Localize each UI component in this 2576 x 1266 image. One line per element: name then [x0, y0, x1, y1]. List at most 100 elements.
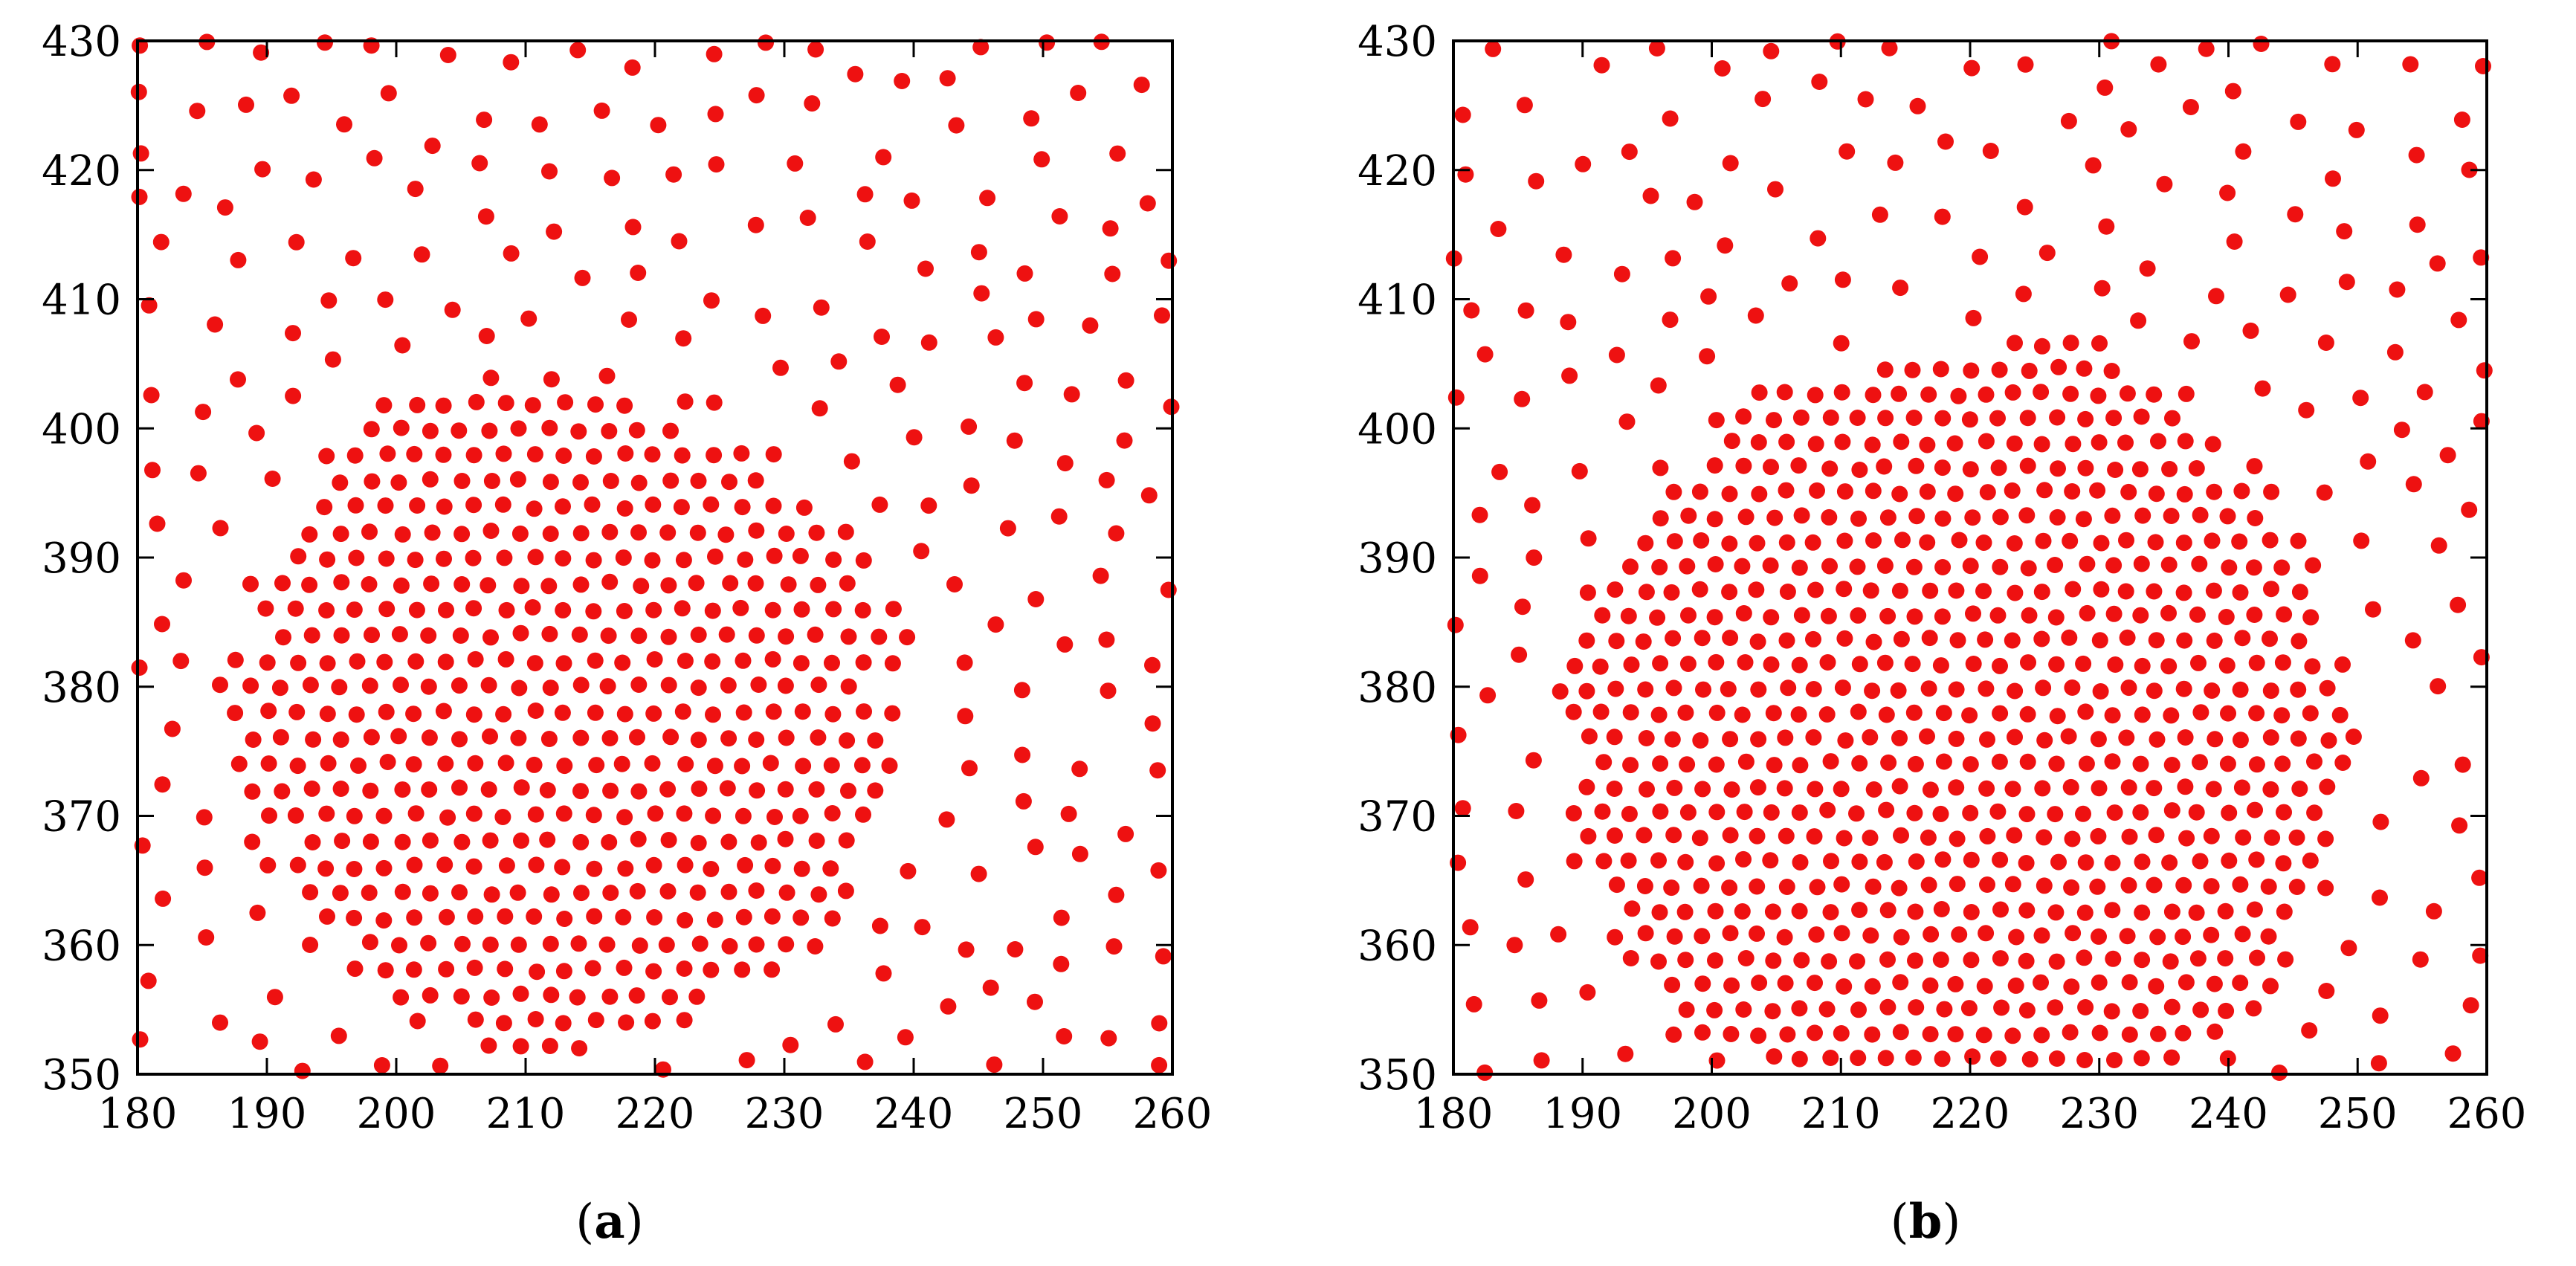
data-point	[660, 832, 677, 848]
data-point	[1851, 462, 1868, 478]
data-point	[813, 299, 830, 316]
data-point	[1934, 510, 1952, 527]
data-point	[2262, 532, 2279, 549]
data-point	[2175, 680, 2192, 697]
data-point	[2188, 804, 2205, 821]
data-point	[1763, 804, 1780, 821]
data-point	[764, 908, 781, 925]
data-point	[970, 865, 987, 882]
data-point	[2221, 804, 2238, 821]
data-point	[2048, 755, 2065, 772]
data-point	[331, 679, 348, 696]
data-point	[2121, 1026, 2138, 1043]
data-point	[1109, 145, 1126, 162]
data-point	[1447, 389, 1465, 406]
data-point	[1946, 435, 1963, 452]
data-point	[1934, 608, 1951, 625]
data-point	[1516, 97, 1533, 114]
data-point	[569, 989, 586, 1006]
data-point	[1140, 487, 1158, 504]
data-point	[1476, 1064, 1494, 1081]
data-point	[1819, 801, 1836, 818]
y-tick-label: 430	[42, 18, 121, 66]
data-point	[1014, 746, 1031, 763]
data-point	[1699, 348, 1716, 365]
data-point	[2277, 951, 2294, 968]
data-point	[1989, 607, 2007, 624]
data-point	[674, 447, 691, 464]
data-point	[1833, 335, 1850, 352]
data-point	[436, 856, 453, 873]
data-point	[793, 860, 810, 877]
data-point	[2275, 855, 2292, 872]
data-point	[1514, 598, 1531, 616]
data-point	[1560, 314, 1577, 331]
data-point	[2033, 1027, 2050, 1044]
data-point	[1857, 91, 1874, 108]
data-point	[2353, 532, 2370, 549]
data-point	[2004, 384, 2021, 401]
data-point	[465, 858, 482, 875]
y-tick-label: 390	[1358, 535, 1437, 583]
data-point	[2019, 410, 2036, 427]
data-point	[645, 601, 662, 619]
data-point	[737, 551, 754, 568]
data-point	[854, 601, 871, 619]
data-point	[1749, 827, 1766, 844]
data-point	[1822, 753, 1839, 770]
data-point	[1447, 616, 1464, 633]
data-point	[2301, 1022, 2318, 1039]
data-point	[407, 805, 425, 822]
data-point	[2365, 601, 2381, 618]
data-point	[855, 654, 872, 671]
data-point	[1850, 1001, 1867, 1018]
data-point	[628, 987, 645, 1004]
data-point	[1836, 830, 1853, 847]
data-point	[406, 856, 423, 873]
data-point	[1807, 387, 1824, 404]
data-point	[780, 576, 797, 593]
data-point	[1707, 556, 1724, 572]
data-point	[585, 552, 602, 569]
data-point	[2018, 952, 2035, 969]
y-tick-label: 400	[1358, 405, 1437, 453]
data-point	[316, 499, 333, 516]
data-point	[748, 882, 765, 899]
data-point	[1779, 584, 1796, 600]
data-point	[1053, 955, 1070, 972]
data-point	[1951, 532, 1968, 549]
data-point	[1608, 876, 1625, 894]
data-point	[1151, 1015, 1168, 1032]
data-point	[405, 756, 422, 773]
data-point	[2304, 658, 2321, 675]
data-point	[424, 524, 441, 541]
data-point	[1479, 687, 1497, 704]
data-point	[1776, 384, 1793, 401]
data-point	[2234, 630, 2251, 647]
data-point	[2288, 879, 2305, 895]
data-point	[1694, 630, 1711, 647]
data-point	[379, 754, 396, 770]
data-point	[1948, 779, 1965, 796]
data-point	[498, 857, 515, 874]
data-point	[839, 575, 856, 592]
data-point	[465, 706, 482, 723]
data-point	[2015, 285, 2032, 303]
data-point	[2048, 1050, 2065, 1067]
data-point	[601, 423, 618, 439]
data-point	[572, 833, 590, 850]
data-point	[1805, 630, 1821, 647]
data-point	[451, 422, 468, 439]
data-point	[467, 755, 484, 772]
data-point	[614, 654, 631, 671]
data-point	[332, 781, 349, 797]
data-point	[874, 329, 890, 345]
data-point	[1793, 607, 1810, 624]
data-point	[2047, 904, 2065, 921]
data-point	[1793, 507, 1810, 524]
data-point	[2247, 801, 2263, 818]
data-point	[1876, 853, 1893, 871]
data-point	[1749, 925, 1765, 942]
data-point	[541, 625, 558, 642]
data-point	[2235, 829, 2252, 846]
